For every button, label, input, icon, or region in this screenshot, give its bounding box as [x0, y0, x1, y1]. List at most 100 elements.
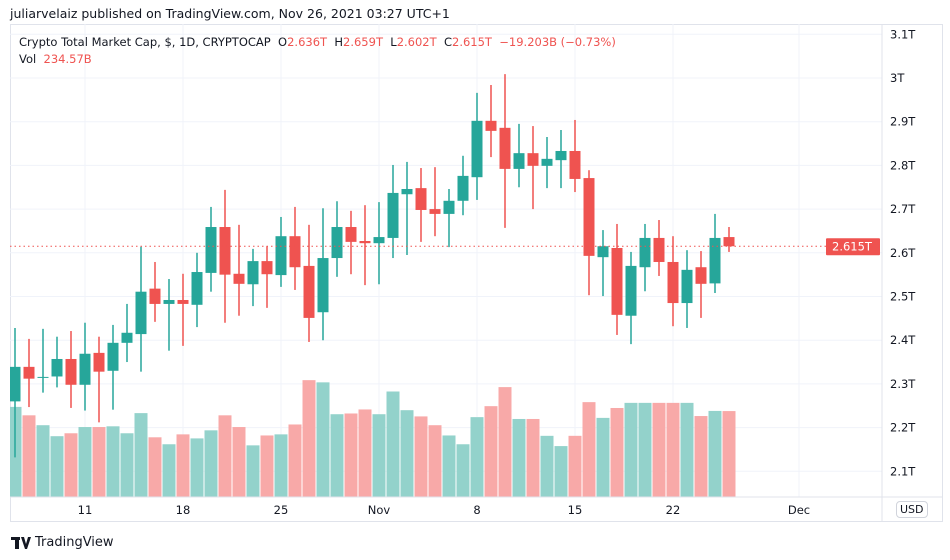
- change-value: −19.203B (−0.73%): [499, 35, 616, 49]
- candle-body: [513, 153, 525, 169]
- candle: [695, 251, 707, 318]
- candle-body: [149, 288, 161, 304]
- candle-body: [121, 332, 133, 343]
- open-value: 2.636T: [287, 35, 328, 49]
- volume-bar: [470, 417, 484, 497]
- candle-body: [653, 237, 665, 262]
- candle-body: [667, 261, 679, 304]
- candle-body: [191, 272, 203, 305]
- volume-bar: [134, 413, 148, 497]
- candle: [135, 246, 147, 372]
- volume-bar: [344, 413, 358, 497]
- volume-bar: [400, 410, 414, 497]
- candle: [331, 201, 343, 277]
- candle-body: [79, 353, 91, 385]
- candle-body: [275, 236, 287, 276]
- candle-body: [135, 291, 147, 335]
- volume-bar: [92, 427, 106, 497]
- volume-bar: [148, 437, 162, 497]
- time-tick-label: Dec: [788, 503, 810, 517]
- volume-bar: [78, 427, 92, 497]
- low-value: 2.602T: [396, 35, 437, 49]
- volume-bar: [302, 380, 316, 497]
- candle: [401, 161, 413, 255]
- candle: [639, 223, 651, 292]
- candle-body: [471, 120, 483, 178]
- volume-value: 234.57B: [43, 52, 92, 66]
- candle: [583, 170, 595, 296]
- candle: [443, 188, 455, 248]
- candle: [457, 155, 469, 216]
- candle: [317, 208, 329, 341]
- candlestick-chart[interactable]: 3.1T 3T 2.9T 2.8T 2.7T 2.6T 2.5T 2.4T 2.3T 2.2T 2.…: [10, 24, 944, 522]
- volume-bar: [638, 402, 652, 497]
- candle-body: [387, 192, 399, 238]
- ohlc-row: Crypto Total Market Cap, $, 1D, CRYPTOCA…: [19, 34, 616, 51]
- volume-bar: [666, 402, 680, 497]
- volume-bar: [316, 382, 330, 497]
- candle-body: [709, 237, 721, 284]
- brand-name[interactable]: TradingView: [35, 535, 114, 550]
- footer: TradingView: [11, 535, 114, 550]
- candle: [289, 206, 301, 290]
- candle: [499, 74, 511, 228]
- volume-bar: [582, 402, 596, 497]
- candle-body: [10, 366, 21, 402]
- candle-body: [527, 153, 539, 166]
- candle-body: [415, 188, 427, 210]
- candle-body: [359, 241, 371, 244]
- tradingview-logo-icon[interactable]: [11, 536, 31, 549]
- volume-bar: [120, 433, 134, 497]
- candle: [513, 123, 525, 188]
- volume-bar: [526, 418, 540, 497]
- candle: [23, 338, 35, 408]
- price-tick-label: 2.2T: [890, 421, 916, 435]
- candle: [723, 227, 735, 252]
- candle: [611, 223, 623, 335]
- candle-body: [583, 178, 595, 256]
- price-tick-label: 2.6T: [890, 246, 916, 260]
- candle: [387, 164, 399, 259]
- candle-body: [555, 150, 567, 161]
- symbol-name[interactable]: Crypto Total Market Cap, $, 1D, CRYPTOCA…: [19, 35, 271, 49]
- volume-bar: [232, 427, 246, 497]
- volume-bar: [190, 438, 204, 497]
- low-label: L: [390, 35, 397, 49]
- time-tick-label: 15: [568, 503, 583, 517]
- time-tick-label: 25: [274, 503, 289, 517]
- candle-body: [247, 261, 259, 285]
- volume-bar: [246, 445, 260, 497]
- time-tick-label: Nov: [368, 503, 391, 517]
- volume-bar: [456, 444, 470, 497]
- candle: [163, 279, 175, 351]
- publisher-info: juliarvelaiz published on TradingView.co…: [10, 6, 450, 21]
- currency-button[interactable]: USD: [896, 501, 928, 518]
- candle-body: [51, 358, 63, 377]
- candle: [37, 328, 49, 393]
- candle: [345, 210, 357, 275]
- high-label: H: [334, 35, 344, 49]
- candle: [261, 246, 273, 308]
- candle-body: [163, 299, 175, 304]
- volume-row: Vol 234.57B: [19, 51, 616, 68]
- volume-bar: [414, 416, 428, 497]
- time-tick-label: 18: [176, 503, 191, 517]
- candle-body: [639, 237, 651, 268]
- price-tick-label: 3.1T: [890, 27, 916, 41]
- candle: [79, 322, 91, 411]
- candle: [667, 236, 679, 327]
- close-label: C: [443, 35, 452, 49]
- candle: [107, 324, 119, 410]
- chart-legend: Crypto Total Market Cap, $, 1D, CRYPTOCA…: [19, 34, 616, 68]
- candle-body: [37, 376, 49, 378]
- volume-bar: [260, 435, 274, 497]
- volume-bar: [36, 425, 50, 497]
- volume-bar: [442, 435, 456, 497]
- candle: [429, 167, 441, 237]
- candle: [541, 136, 553, 189]
- candle: [247, 248, 259, 307]
- volume-bar: [372, 414, 386, 497]
- candle: [373, 202, 385, 285]
- candle: [653, 220, 665, 276]
- candle-body: [205, 227, 217, 273]
